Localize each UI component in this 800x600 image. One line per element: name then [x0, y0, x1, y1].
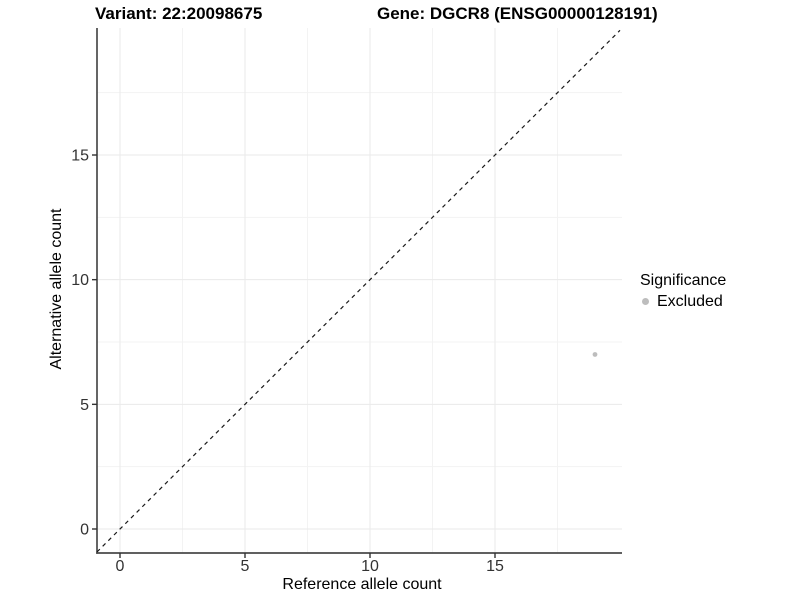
legend-title: Significance — [640, 272, 727, 289]
x-tick-label: 15 — [486, 558, 504, 575]
x-tick-label: 10 — [361, 558, 379, 575]
y-tick-label: 5 — [80, 397, 89, 414]
identity-dashed-line — [96, 29, 621, 553]
x-axis-title: Reference allele count — [282, 576, 442, 593]
y-tick-label: 15 — [71, 148, 89, 165]
data-point — [592, 352, 598, 357]
plot-title-gene: Gene: DGCR8 (ENSG00000128191) — [377, 4, 658, 23]
y-tick-label: 0 — [80, 522, 89, 539]
x-tick-label: 0 — [116, 558, 125, 575]
x-tick-label: 5 — [241, 558, 250, 575]
y-tick-label: 10 — [71, 272, 89, 289]
legend-entry-label: Excluded — [657, 293, 723, 310]
legend: Significance Excluded — [636, 271, 726, 311]
legend-entry-excluded: Excluded — [636, 292, 726, 311]
legend-point-icon — [642, 298, 649, 305]
y-axis-title: Alternative allele count — [48, 208, 65, 370]
plot-title-variant: Variant: 22:20098675 — [95, 4, 263, 23]
